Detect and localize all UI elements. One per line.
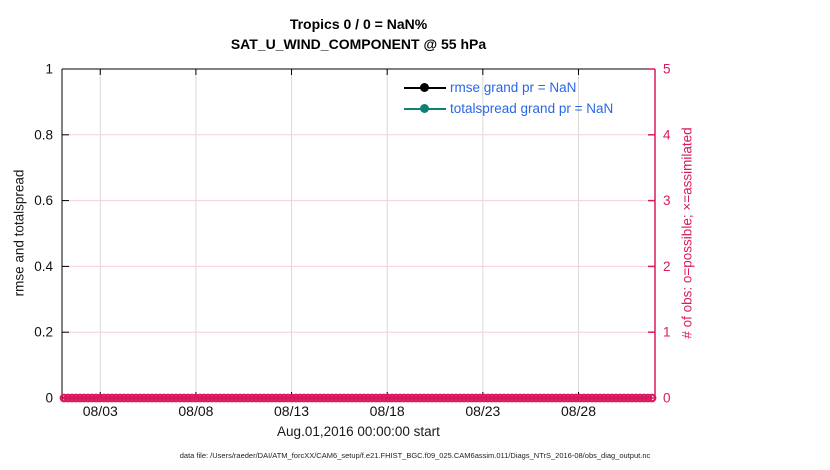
svg-text:0.8: 0.8 xyxy=(34,127,53,142)
svg-text:5: 5 xyxy=(663,62,671,77)
rmse-line-swatch xyxy=(404,83,446,93)
svg-text:08/03: 08/03 xyxy=(83,403,118,419)
chart-title-line2: SAT_U_WIND_COMPONENT @ 55 hPa xyxy=(230,36,487,52)
svg-text:08/23: 08/23 xyxy=(465,403,500,419)
svg-text:0.4: 0.4 xyxy=(34,259,53,274)
svg-text:08/18: 08/18 xyxy=(370,403,405,419)
svg-text:0: 0 xyxy=(45,391,53,406)
data-file-path: data file: /Users/raeder/DAI/ATM_forcXX/… xyxy=(179,451,651,460)
svg-text:08/28: 08/28 xyxy=(561,403,596,419)
svg-text:1: 1 xyxy=(663,325,671,340)
svg-text:3: 3 xyxy=(663,193,671,208)
chart-title: Tropics 0 / 0 = NaN% SAT_U_WIND_COMPONEN… xyxy=(62,14,655,54)
chart-title-line1: Tropics 0 / 0 = NaN% xyxy=(289,16,428,32)
svg-text:2: 2 xyxy=(663,259,671,274)
svg-text:1: 1 xyxy=(45,62,53,77)
svg-text:08/13: 08/13 xyxy=(274,403,309,419)
legend: rmse grand pr = NaN totalspread grand pr… xyxy=(404,77,613,119)
legend-label-rmse: rmse grand pr = NaN xyxy=(450,80,577,95)
right-y-axis-label: # of obs: o=possible; ×=assimilated xyxy=(679,127,695,339)
legend-label-totalspread: totalspread grand pr = NaN xyxy=(450,101,614,116)
x-axis-label: Aug.01,2016 00:00:00 start xyxy=(277,424,440,439)
left-y-axis-label: rmse and totalspread xyxy=(11,169,27,297)
rmse-marker-icon xyxy=(420,83,429,92)
svg-text:0.2: 0.2 xyxy=(34,325,53,340)
totalspread-line-swatch xyxy=(404,104,446,114)
svg-text:4: 4 xyxy=(663,127,671,142)
legend-item: rmse grand pr = NaN xyxy=(404,77,613,98)
totalspread-marker-icon xyxy=(420,104,429,113)
svg-text:0: 0 xyxy=(663,391,671,406)
svg-text:08/08: 08/08 xyxy=(178,403,213,419)
legend-item: totalspread grand pr = NaN xyxy=(404,98,613,119)
svg-text:0.6: 0.6 xyxy=(34,193,53,208)
